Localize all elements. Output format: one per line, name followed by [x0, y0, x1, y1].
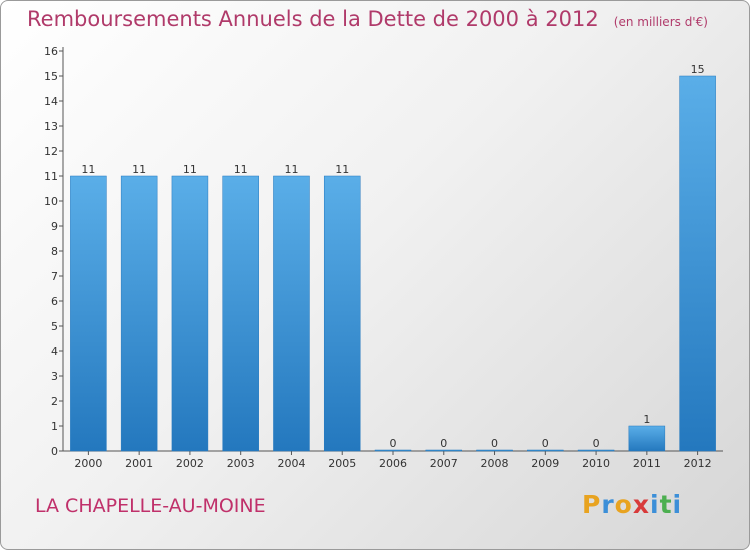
x-tick-label: 2008 [481, 457, 509, 470]
x-tick-label: 2010 [582, 457, 610, 470]
y-tick-label: 4 [51, 345, 58, 358]
x-tick-label: 2001 [125, 457, 153, 470]
y-tick-label: 13 [44, 120, 58, 133]
x-tick-label: 2007 [430, 457, 458, 470]
data-label: 0 [542, 437, 549, 450]
bar [628, 425, 666, 452]
title-text: Remboursements Annuels de la Dette de 20… [27, 7, 599, 31]
x-tick-label: 2006 [379, 457, 407, 470]
bar [171, 175, 209, 452]
y-tick-label: 1 [51, 420, 58, 433]
data-label: 11 [234, 163, 248, 176]
bars-group [70, 75, 716, 452]
bar [70, 175, 107, 452]
bar [679, 75, 716, 452]
x-tick-label: 2005 [328, 457, 356, 470]
bar [323, 175, 361, 452]
y-tick-label: 11 [44, 170, 58, 183]
bar [273, 175, 310, 452]
data-label: 1 [643, 413, 650, 426]
y-tick-label: 6 [51, 295, 58, 308]
y-tick-label: 7 [51, 270, 58, 283]
x-tick-label: 2002 [176, 457, 204, 470]
y-tick-label: 9 [51, 220, 58, 233]
x-tick-label: 2004 [277, 457, 305, 470]
logo-letter: r [601, 490, 615, 519]
data-label: 11 [284, 163, 298, 176]
x-tick-label: 2012 [684, 457, 712, 470]
unit-text: (en milliers d'€) [613, 15, 708, 29]
data-label: 11 [132, 163, 146, 176]
bar [120, 175, 158, 452]
logo-letter: P [582, 490, 602, 519]
logo-letter: t [659, 490, 673, 519]
y-tick-label: 10 [44, 195, 58, 208]
bar [577, 449, 615, 452]
bar [374, 449, 412, 452]
y-tick-label: 5 [51, 320, 58, 333]
data-label: 0 [593, 437, 600, 450]
data-label: 15 [691, 63, 705, 76]
proxiti-logo: Proxiti [582, 490, 682, 519]
commune-name: LA CHAPELLE-AU-MOINE [35, 495, 266, 517]
labels-group: 2000 11 2001 11 2002 11 2003 11 2004 11 2005 11 2006… [74, 63, 711, 470]
bar [425, 449, 463, 452]
chart-title: Remboursements Annuels de la Dette de 20… [27, 7, 708, 31]
x-tick-label: 2000 [74, 457, 102, 470]
bar [222, 175, 259, 452]
bar [476, 449, 513, 452]
y-tick-label: 15 [44, 70, 58, 83]
x-tick-label: 2011 [633, 457, 661, 470]
y-tick-label: 16 [44, 45, 58, 58]
x-tick-label: 2009 [531, 457, 559, 470]
y-tick-label: 0 [51, 445, 58, 458]
y-tick-label: 14 [44, 95, 58, 108]
logo-letter: i [672, 490, 683, 519]
x-tick-label: 2003 [227, 457, 255, 470]
logo-letter: o [614, 490, 633, 519]
bar [527, 449, 564, 452]
y-tick-label: 12 [44, 145, 58, 158]
data-label: 11 [183, 163, 197, 176]
data-label: 0 [440, 437, 447, 450]
logo-letter: i [650, 490, 660, 519]
data-label: 11 [81, 163, 95, 176]
y-tick-label: 2 [51, 395, 58, 408]
data-label: 0 [491, 437, 498, 450]
data-label: 11 [335, 163, 349, 176]
y-tick-label: 8 [51, 245, 58, 258]
y-tick-label: 3 [51, 370, 58, 383]
data-label: 0 [390, 437, 397, 450]
logo-letter: x [632, 490, 650, 519]
